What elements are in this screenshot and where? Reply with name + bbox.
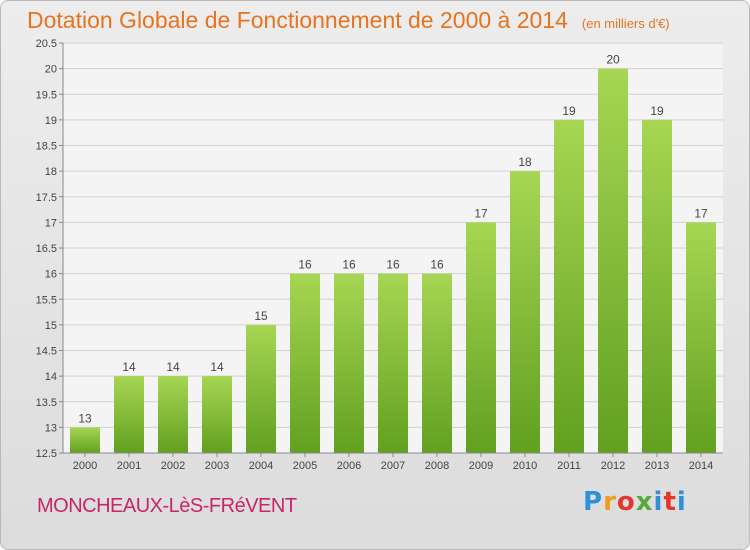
y-tick-label: 17.5	[36, 192, 57, 204]
logo-letter: i	[653, 487, 664, 517]
logo-letter: i	[676, 487, 687, 517]
logo-letter: P	[583, 487, 604, 517]
data-label: 16	[430, 258, 444, 272]
bar	[70, 427, 100, 453]
y-tick-label: 18	[45, 166, 57, 178]
x-tick-label: 2010	[513, 460, 537, 472]
x-tick-label: 2013	[645, 460, 669, 472]
data-label: 16	[298, 258, 312, 272]
data-label: 17	[474, 206, 488, 220]
y-tick-label: 16	[45, 269, 57, 281]
chart-title: Dotation Globale de Fonctionnement de 20…	[27, 7, 670, 34]
y-tick-label: 12.5	[36, 448, 57, 460]
x-tick-label: 2006	[337, 460, 361, 472]
bar	[246, 324, 276, 453]
bar	[158, 376, 188, 453]
x-tick-label: 2003	[205, 460, 229, 472]
bar	[554, 119, 584, 453]
bar	[290, 273, 320, 453]
y-tick-label: 14	[45, 371, 57, 383]
data-label: 20	[606, 53, 620, 67]
logo-letter: x	[635, 487, 654, 517]
commune-name: MONCHEAUX-LèS-FRéVENT	[37, 495, 297, 517]
y-tick-label: 14.5	[36, 346, 57, 358]
x-tick-label: 2009	[469, 460, 493, 472]
bar	[598, 68, 628, 453]
bar	[202, 376, 232, 453]
logo-letter: r	[603, 487, 617, 517]
proxiti-logo: Proxiti	[583, 487, 687, 517]
data-label: 13	[78, 411, 92, 425]
data-label: 14	[166, 360, 180, 374]
data-label: 17	[694, 206, 708, 220]
bar	[510, 171, 540, 453]
chart-title-text: Dotation Globale de Fonctionnement de 20…	[27, 7, 568, 33]
x-tick-label: 2014	[689, 460, 713, 472]
y-tick-label: 16.5	[36, 243, 57, 255]
x-tick-label: 2000	[73, 460, 97, 472]
x-tick-label: 2002	[161, 460, 185, 472]
bar	[378, 273, 408, 453]
y-tick-label: 20.5	[36, 38, 57, 50]
bar	[466, 222, 496, 453]
data-label: 16	[342, 258, 356, 272]
y-tick-label: 15	[45, 320, 57, 332]
y-tick-label: 19	[45, 115, 57, 127]
x-tick-label: 2011	[557, 460, 581, 472]
x-tick-label: 2001	[117, 460, 141, 472]
y-tick-label: 19.5	[36, 89, 57, 101]
bar	[422, 273, 452, 453]
y-tick-label: 13	[45, 422, 57, 434]
y-tick-label: 20	[45, 64, 57, 76]
axes: 12.5 13 13.5 14 14.5 15 15.5 16 16.5 17 17.5 18 18.5…	[36, 38, 723, 472]
x-tick-label: 2004	[249, 460, 273, 472]
x-tick-label: 2008	[425, 460, 449, 472]
data-label: 19	[650, 104, 664, 118]
logo-letter: t	[663, 487, 677, 517]
bar	[114, 376, 144, 453]
data-label: 15	[254, 309, 268, 323]
chart-subtitle: (en milliers d'€)	[581, 16, 670, 31]
y-tick-label: 17	[45, 217, 57, 229]
x-tick-label: 2005	[293, 460, 317, 472]
value-labels: 13 14 14 14 15 16 16 16 16 17 18 19 20 19 17	[78, 53, 708, 426]
data-label: 16	[386, 258, 400, 272]
bar	[334, 273, 364, 453]
y-tick-label: 15.5	[36, 294, 57, 306]
data-label: 18	[518, 155, 532, 169]
data-label: 19	[562, 104, 576, 118]
logo-letter: o	[616, 487, 636, 517]
bar	[686, 222, 716, 453]
x-tick-label: 2012	[601, 460, 625, 472]
data-label: 14	[122, 360, 136, 374]
y-tick-label: 13.5	[36, 397, 57, 409]
y-tick-label: 18.5	[36, 141, 57, 153]
bar	[642, 119, 672, 453]
x-tick-label: 2007	[381, 460, 405, 472]
data-label: 14	[210, 360, 224, 374]
bars	[70, 68, 716, 453]
